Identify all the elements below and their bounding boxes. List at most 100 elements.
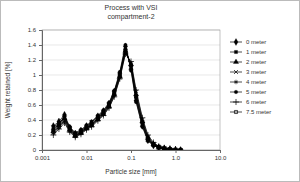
point [102,112,105,115]
y-tick: 1.4 [28,42,42,48]
point [62,111,66,118]
series [51,48,183,150]
point [174,148,177,150]
y-tick-label: 1.6 [28,27,37,33]
y-tick: 1.2 [28,57,42,63]
x-tick: 0.001 [35,150,51,161]
point [179,148,182,150]
y-tick: 0.2 [28,132,42,138]
y-tick: 0.4 [28,117,42,123]
point [150,139,156,145]
legend-label: 6 meter [246,99,266,105]
series [50,51,183,150]
title: Process with VSI [105,4,158,11]
y-tick-label: 0 [33,147,37,153]
legend-item: 3 meter [230,69,266,75]
y-tick-mark [39,90,42,91]
y-tick-label: 0.2 [28,132,37,138]
legend-label: 1 meter [246,49,266,55]
y-axis-line [39,31,43,151]
point [129,64,132,67]
series-line [53,45,180,150]
series-line [53,50,180,150]
plot-frame [42,30,220,150]
point [50,132,56,138]
legend-line [230,112,242,113]
x-tick-label: 0.001 [35,155,51,161]
point [162,145,167,150]
grid-line [42,105,220,106]
point [63,114,67,118]
legend-label: 2 meter [246,59,266,65]
y-tick-label: 0.4 [28,117,37,123]
y-tick: 0.6 [28,102,42,108]
grid-line [42,45,220,46]
point [156,143,162,149]
y-tick-mark [39,30,42,31]
grid-line [42,120,220,121]
legend-marker [234,110,237,113]
grid-line [42,90,220,91]
series-line [53,50,180,151]
subtitle: compartment-2 [107,13,154,21]
x-tick-label: 10.0 [215,155,227,161]
y-axis-title: Weight retained [%] [4,62,12,119]
legend-item: 7.5 meter [230,109,271,115]
y-axis: 00.20.40.60.811.21.41.6 [28,27,43,153]
y-tick: 0 [33,147,42,153]
chart: 0.0010.010.11.010.000.20.40.60.811.21.41… [0,0,300,182]
series [51,50,182,150]
y-tick-label: 1.4 [28,42,37,48]
chart-border [1,1,300,182]
point [79,131,82,134]
point [141,121,144,124]
x-tick-mark [220,150,221,153]
legend-item: 4 meter [230,79,266,85]
x-tick-label: 1.0 [172,155,181,161]
legend-marker [234,80,238,85]
x-tick: 0.01 [81,150,93,161]
point [152,142,155,145]
series-group [50,43,183,150]
point [52,127,55,130]
grid-line [42,75,220,76]
series [52,43,183,150]
point [163,147,166,150]
series-line [53,54,180,150]
grid-line [42,135,220,136]
series [52,49,182,150]
legend-marker [234,39,238,46]
x-tick-mark [87,150,88,153]
series-line [53,47,180,151]
plot: 0.0010.010.11.010.000.20.40.60.811.21.41… [28,27,227,161]
x-axis: 0.001 0.01 0.1 1.0 10.0 [35,150,227,161]
point [124,49,127,52]
legend-label: 0 meter [246,39,266,45]
point [118,74,121,77]
legend-label: 7.5 meter [246,109,271,115]
series [51,43,182,150]
legend-item: 2 meter [230,59,266,65]
x-tick: 0.1 [127,150,136,161]
point [85,127,88,130]
legend-label: 3 meter [246,69,266,75]
legend-item: 0 meter [230,39,266,46]
y-tick: 1.6 [28,27,42,33]
legend-marker [234,90,238,94]
point [63,118,66,121]
y-tick-mark [39,75,42,76]
legend-item: 5 meter [230,89,266,95]
series-line [53,48,180,150]
x-axis-title: Particle size [mm] [105,168,156,176]
y-tick-label: 1 [33,72,37,78]
x-tick: 1.0 [172,150,181,161]
point [74,134,77,137]
y-tick-mark [39,60,42,61]
point [72,134,78,140]
x-tick-label: 0.1 [127,155,136,161]
y-tick-mark [39,45,42,46]
y-tick-mark [39,135,42,136]
legend-marker [234,70,238,74]
point [96,117,99,120]
y-tick-mark [39,150,42,151]
